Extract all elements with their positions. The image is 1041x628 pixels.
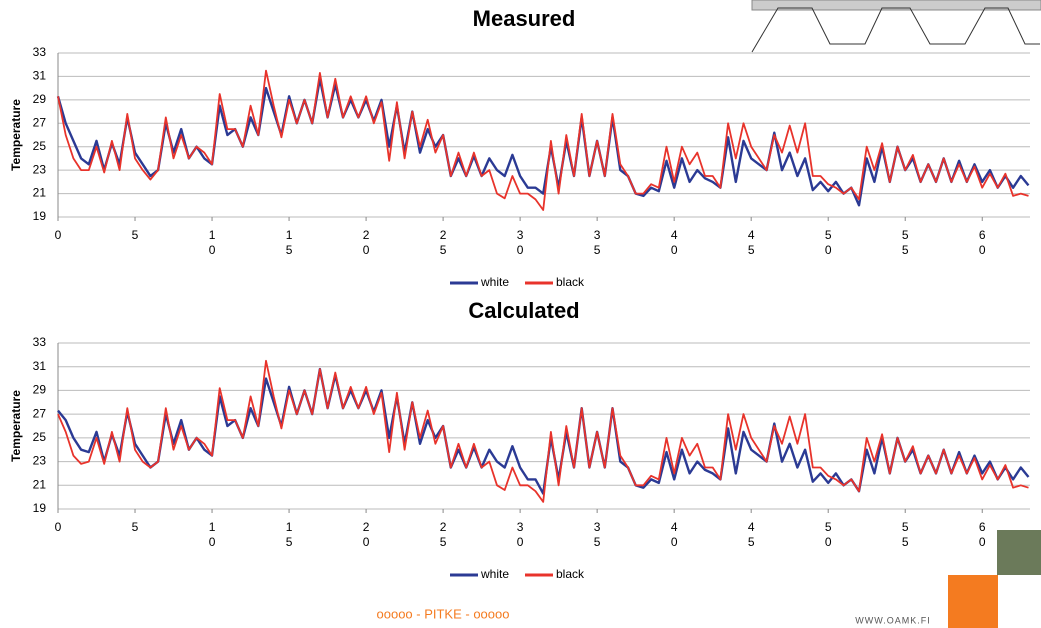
logo-square <box>948 575 998 628</box>
photo <box>997 530 1041 575</box>
x-tick-label: 0 <box>55 228 62 242</box>
legend-label: white <box>480 567 509 581</box>
x-tick-label: 5 <box>132 520 139 534</box>
y-tick-label: 29 <box>33 92 47 106</box>
chart: Measured Temperature 19 21 23 25 27 29 31 33 0 5 1 0 1… <box>9 6 1030 289</box>
y-tick-label: 33 <box>33 335 47 349</box>
y-tick-label: 19 <box>33 209 47 223</box>
legend-label: black <box>556 275 585 289</box>
series-line <box>56 77 1030 207</box>
series-line <box>57 69 1029 211</box>
y-tick-label: 33 <box>33 45 47 59</box>
y-tick-label: 23 <box>33 162 47 176</box>
y-tick-label: 31 <box>33 69 47 83</box>
y-axis-title: Temperature <box>9 390 23 462</box>
y-tick-label: 25 <box>33 430 47 444</box>
y-tick-label: 27 <box>33 115 47 129</box>
y-tick-label: 23 <box>33 454 47 468</box>
y-axis-title: Temperature <box>9 99 23 171</box>
chart-title: Calculated <box>468 298 579 323</box>
footer-url: WWW.OAMK.FI <box>855 615 931 625</box>
x-tick-label: 0 <box>55 520 62 534</box>
legend-label: black <box>556 567 585 581</box>
legend-label: white <box>480 275 509 289</box>
thumbnail-bar <box>751 0 1041 11</box>
y-tick-label: 25 <box>33 139 47 153</box>
x-tick-label: 5 <box>132 228 139 242</box>
series-line <box>57 359 1029 503</box>
y-tick-label: 31 <box>33 359 47 373</box>
thumbnail-wave <box>751 7 1040 53</box>
series-line <box>57 367 1030 495</box>
footer-text: ooooo - PITKE - ooooo <box>377 606 510 621</box>
chart-title: Measured <box>473 6 576 31</box>
thumbnail <box>751 0 1041 53</box>
y-tick-label: 27 <box>33 406 47 420</box>
y-tick-label: 29 <box>33 383 47 397</box>
chart: Calculated Temperature 19 21 23 25 27 29 31 33 0 5 1… <box>9 298 1030 581</box>
y-tick-label: 21 <box>33 186 47 200</box>
y-tick-label: 19 <box>33 501 47 515</box>
y-tick-label: 21 <box>33 477 47 491</box>
